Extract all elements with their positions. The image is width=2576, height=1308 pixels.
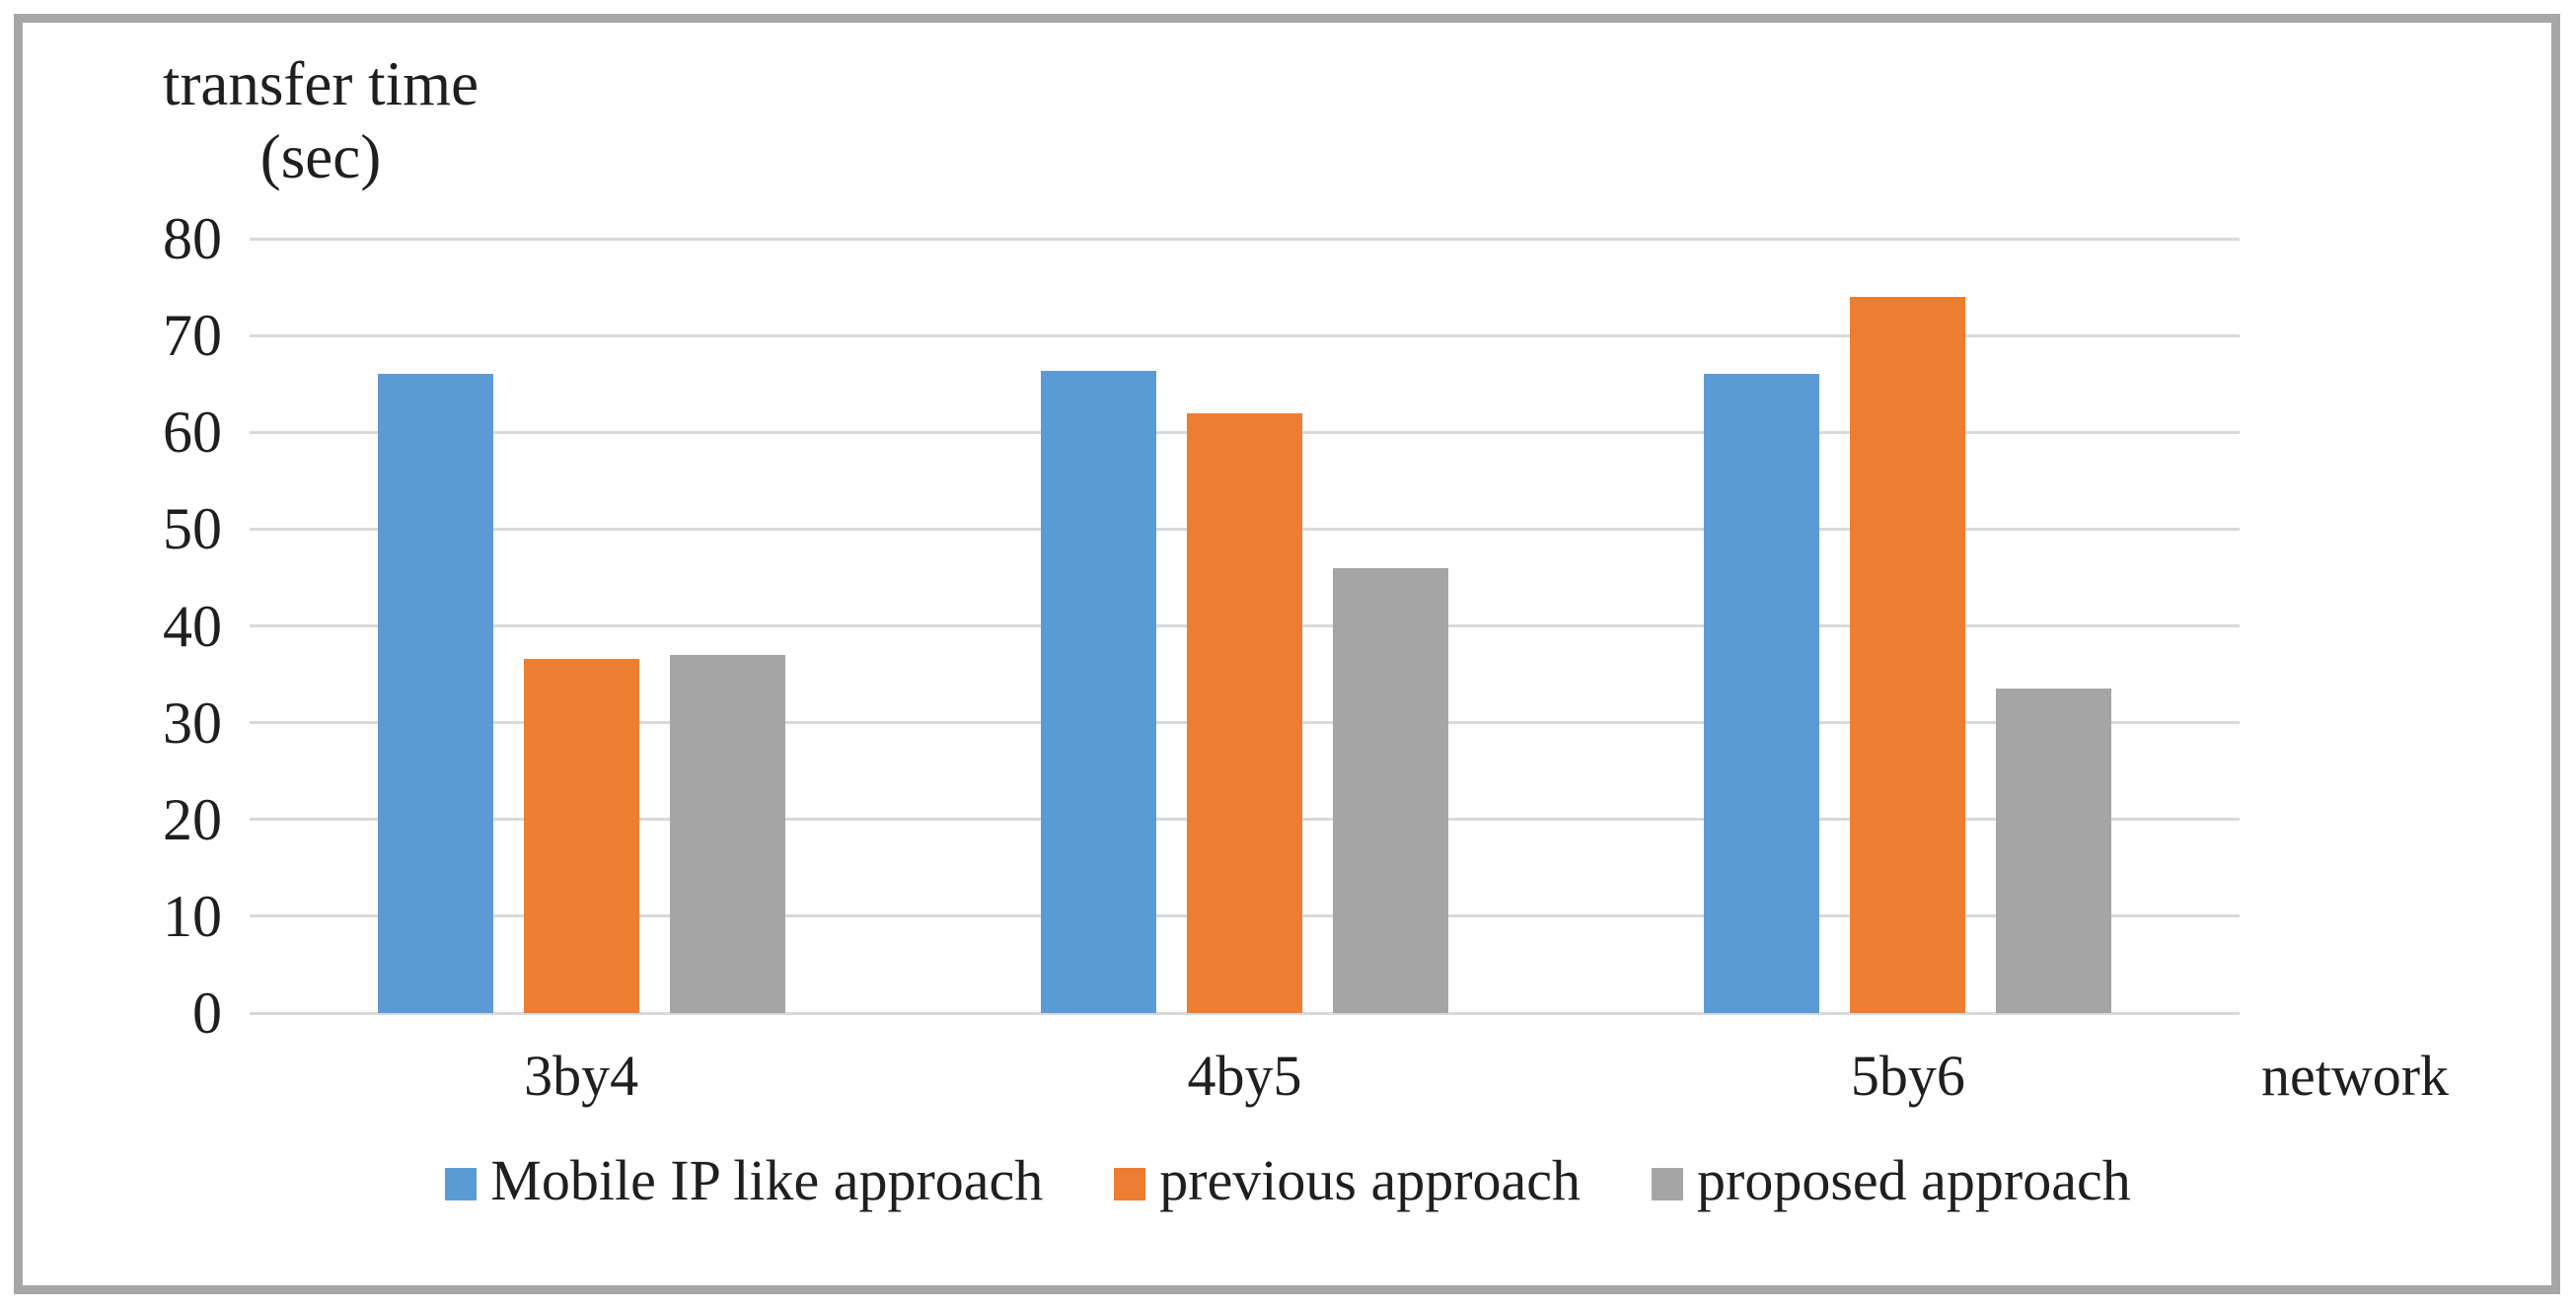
- y-axis-tick-label: 20: [163, 786, 222, 852]
- bar-3by4-series-0: [377, 374, 493, 1013]
- legend-label: proposed approach: [1697, 1148, 2131, 1212]
- plot-area: [250, 237, 2240, 1015]
- gridline: [250, 1011, 2240, 1015]
- legend-swatch-icon: [1114, 1167, 1146, 1200]
- y-axis-tick-label: 80: [163, 206, 222, 271]
- bar-group-3by4: [250, 239, 913, 1013]
- legend-label: previous approach: [1159, 1148, 1582, 1212]
- y-axis-tick-label: 40: [163, 593, 222, 659]
- x-category-label-5by6: 5by6: [1850, 1044, 1965, 1108]
- bar-4by5-series-1: [1186, 412, 1302, 1013]
- legend-item-0: Mobile IP like approach: [445, 1152, 1043, 1209]
- y-axis-title-line1: transfer time: [162, 49, 479, 118]
- bar-5by6-series-2: [1996, 689, 2112, 1013]
- y-axis-tick-label: 60: [163, 400, 222, 466]
- legend-swatch-icon: [1652, 1167, 1684, 1200]
- bar-groups-container: [250, 239, 2240, 1013]
- legend: Mobile IP like approach previous approach…: [39, 1152, 2537, 1209]
- gridline: [250, 333, 2240, 337]
- bar-3by4-series-1: [523, 658, 639, 1013]
- bar-4by5-series-0: [1040, 371, 1156, 1013]
- legend-item-1: previous approach: [1114, 1152, 1581, 1209]
- x-category-label-3by4: 3by4: [524, 1044, 639, 1108]
- x-category-label-4by5: 4by5: [1187, 1044, 1302, 1108]
- y-axis-tick-label: 10: [163, 883, 222, 949]
- y-axis-tick-label: 70: [163, 303, 222, 369]
- bar-group-5by6: [1577, 239, 2240, 1013]
- x-axis-title: network: [2261, 1044, 2450, 1108]
- y-axis-tick-label: 0: [192, 981, 222, 1046]
- y-axis-title: transfer time (sec): [89, 47, 552, 194]
- bar-group-4by5: [913, 239, 1576, 1013]
- bar-5by6-series-1: [1850, 296, 1966, 1013]
- gridline: [250, 237, 2240, 241]
- legend-swatch-icon: [445, 1167, 478, 1200]
- y-axis-tick-label: 50: [163, 496, 222, 562]
- bar-3by4-series-2: [669, 654, 785, 1013]
- legend-label: Mobile IP like approach: [490, 1148, 1044, 1212]
- bar-5by6-series-0: [1704, 374, 1820, 1013]
- bar-4by5-series-2: [1332, 567, 1448, 1013]
- legend-item-2: proposed approach: [1652, 1152, 2131, 1209]
- y-axis-title-line2: (sec): [259, 122, 382, 192]
- y-axis-tick-label: 30: [163, 690, 222, 756]
